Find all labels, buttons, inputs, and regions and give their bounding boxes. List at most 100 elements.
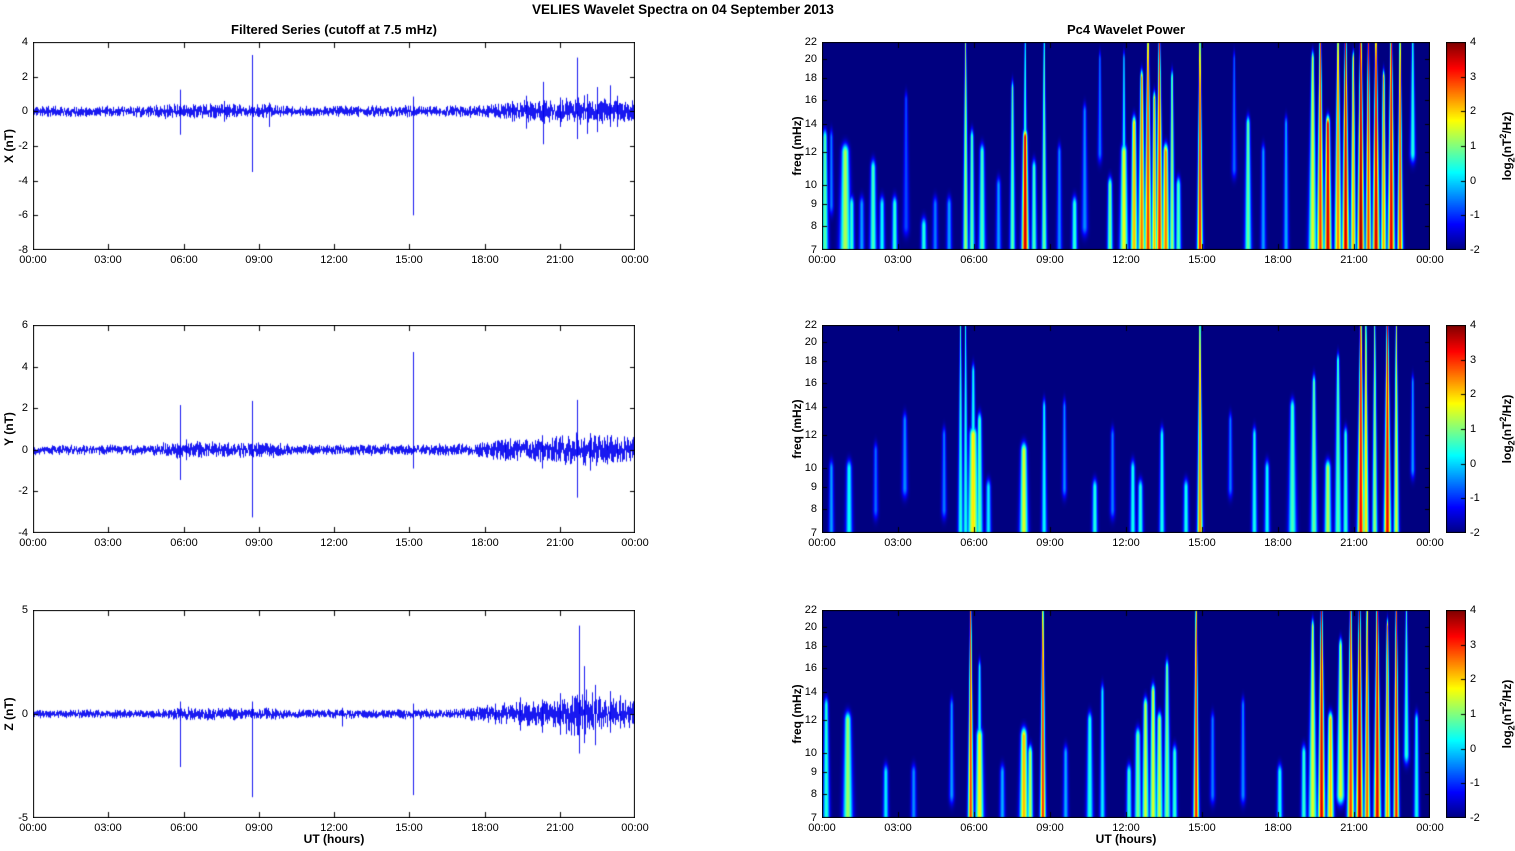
freq-tick-label: 18 (804, 640, 817, 652)
freq-tick-label: 22 (804, 319, 817, 331)
freq-tick-label: 7 (810, 527, 817, 539)
z-timeseries-plot (33, 610, 635, 818)
freq-tick-label: 22 (804, 604, 817, 616)
colorbar-tick-label: 3 (1470, 354, 1477, 366)
x-tick-label: 03:00 (94, 254, 122, 266)
freq-tick-label: 8 (810, 788, 817, 800)
freq-tick-label: 8 (810, 220, 817, 232)
colorbar-tick-label: 4 (1470, 319, 1477, 331)
colorbar-label-text: (nT (1500, 421, 1514, 441)
x-tick-label: 00:00 (19, 537, 47, 549)
x-tick-label: 18:00 (471, 822, 499, 834)
colorbar-2 (1446, 325, 1466, 533)
x-tick-label: 09:00 (245, 822, 273, 834)
y-tick-label: -4 (18, 527, 28, 539)
colorbar-label-sub: 2 (1506, 440, 1515, 445)
y-tick-label: 4 (21, 361, 28, 373)
colorbar-label-text: log (1500, 445, 1514, 464)
x-tick-label: 00:00 (1416, 537, 1444, 549)
x-tick-label: 15:00 (395, 537, 423, 549)
x-axis-label-right: UT (hours) (1095, 832, 1157, 846)
colorbar-label-sub: 2 (1506, 157, 1515, 162)
x-tick-label: 06:00 (960, 254, 988, 266)
x-tick-label: 21:00 (1340, 822, 1368, 834)
x-tick-label: 00:00 (808, 537, 836, 549)
y-tick-label: 5 (21, 604, 28, 616)
y-tick-label: -8 (18, 244, 28, 256)
x-tick-label: 03:00 (94, 822, 122, 834)
figure-title: VELIES Wavelet Spectra on 04 September 2… (532, 2, 834, 17)
colorbar-tick-label: 1 (1470, 708, 1477, 720)
freq-tick-label: 18 (804, 72, 817, 84)
freq-tick-label: 16 (804, 662, 817, 674)
freq-tick-label: 18 (804, 355, 817, 367)
x-tick-label: 21:00 (546, 822, 574, 834)
colorbar-label-text: /Hz) (1500, 111, 1514, 134)
x-tick-label: 00:00 (621, 254, 649, 266)
x-tick-label: 06:00 (960, 537, 988, 549)
x-tick-label: 00:00 (808, 254, 836, 266)
freq-tick-label: 8 (810, 503, 817, 515)
x-tick-label: 00:00 (1416, 254, 1444, 266)
freq-tick-label: 20 (804, 621, 817, 633)
y-tick-label: -5 (18, 812, 28, 824)
freq-tick-label: 12 (804, 429, 817, 441)
x-tick-label: 09:00 (245, 254, 273, 266)
colorbar-tick-label: 3 (1470, 639, 1477, 651)
colorbar-tick-label: 2 (1470, 105, 1477, 117)
x-tick-label: 21:00 (1340, 254, 1368, 266)
colorbar-tick-label: -2 (1470, 812, 1480, 824)
y-tick-label: -2 (18, 140, 28, 152)
x-tick-label: 12:00 (320, 254, 348, 266)
y-tick-label: 0 (21, 105, 28, 117)
y-timeseries-plot (33, 325, 635, 533)
x-tick-label: 12:00 (1112, 254, 1140, 266)
x-tick-label: 15:00 (1188, 537, 1216, 549)
colorbar-label-sup: 2 (1498, 416, 1508, 422)
freq-tick-label: 10 (804, 462, 817, 474)
freq-tick-label: 20 (804, 336, 817, 348)
freq-tick-label: 16 (804, 377, 817, 389)
x-tick-label: 09:00 (1036, 537, 1064, 549)
x-tick-label: 00:00 (808, 822, 836, 834)
colorbar-label-text: /Hz) (1500, 394, 1514, 417)
x-tick-label: 00:00 (1416, 822, 1444, 834)
x-tick-label: 21:00 (1340, 537, 1368, 549)
colorbar-tick-label: 1 (1470, 423, 1477, 435)
colorbar-1 (1446, 42, 1466, 250)
x-tick-label: 18:00 (471, 537, 499, 549)
freq-tick-label: 12 (804, 714, 817, 726)
x-tick-label: 12:00 (1112, 537, 1140, 549)
x-tick-label: 06:00 (170, 254, 198, 266)
x-tick-label: 00:00 (19, 822, 47, 834)
freq-tick-label: 12 (804, 146, 817, 158)
x-tick-label: 06:00 (170, 537, 198, 549)
colorbar-label-text: /Hz) (1500, 679, 1514, 702)
x-tick-label: 15:00 (1188, 822, 1216, 834)
colorbar-tick-label: 0 (1470, 458, 1477, 470)
x-tick-label: 09:00 (1036, 254, 1064, 266)
x-tick-label: 03:00 (884, 254, 912, 266)
x-tick-label: 03:00 (884, 822, 912, 834)
x-tick-label: 12:00 (320, 822, 348, 834)
y-tick-label: -4 (18, 175, 28, 187)
colorbar-label-text: log (1500, 730, 1514, 749)
x-tick-label: 12:00 (320, 537, 348, 549)
x-tick-label: 06:00 (960, 822, 988, 834)
freq-tick-label: 9 (810, 198, 817, 210)
freq-tick-label: 7 (810, 812, 817, 824)
y-tick-label: 2 (21, 402, 28, 414)
x-tick-label: 18:00 (1264, 537, 1292, 549)
colorbar-label-sub: 2 (1506, 725, 1515, 730)
x-tick-label: 03:00 (884, 537, 912, 549)
colorbar-tick-label: 3 (1470, 71, 1477, 83)
colorbar-tick-label: -1 (1470, 209, 1480, 221)
x-tick-label: 09:00 (245, 537, 273, 549)
x-tick-label: 03:00 (94, 537, 122, 549)
y-tick-label: 4 (21, 36, 28, 48)
freq-tick-label: 14 (804, 118, 817, 130)
colorbar-tick-label: 0 (1470, 743, 1477, 755)
freq-tick-label: 9 (810, 481, 817, 493)
y-tick-label: 2 (21, 71, 28, 83)
